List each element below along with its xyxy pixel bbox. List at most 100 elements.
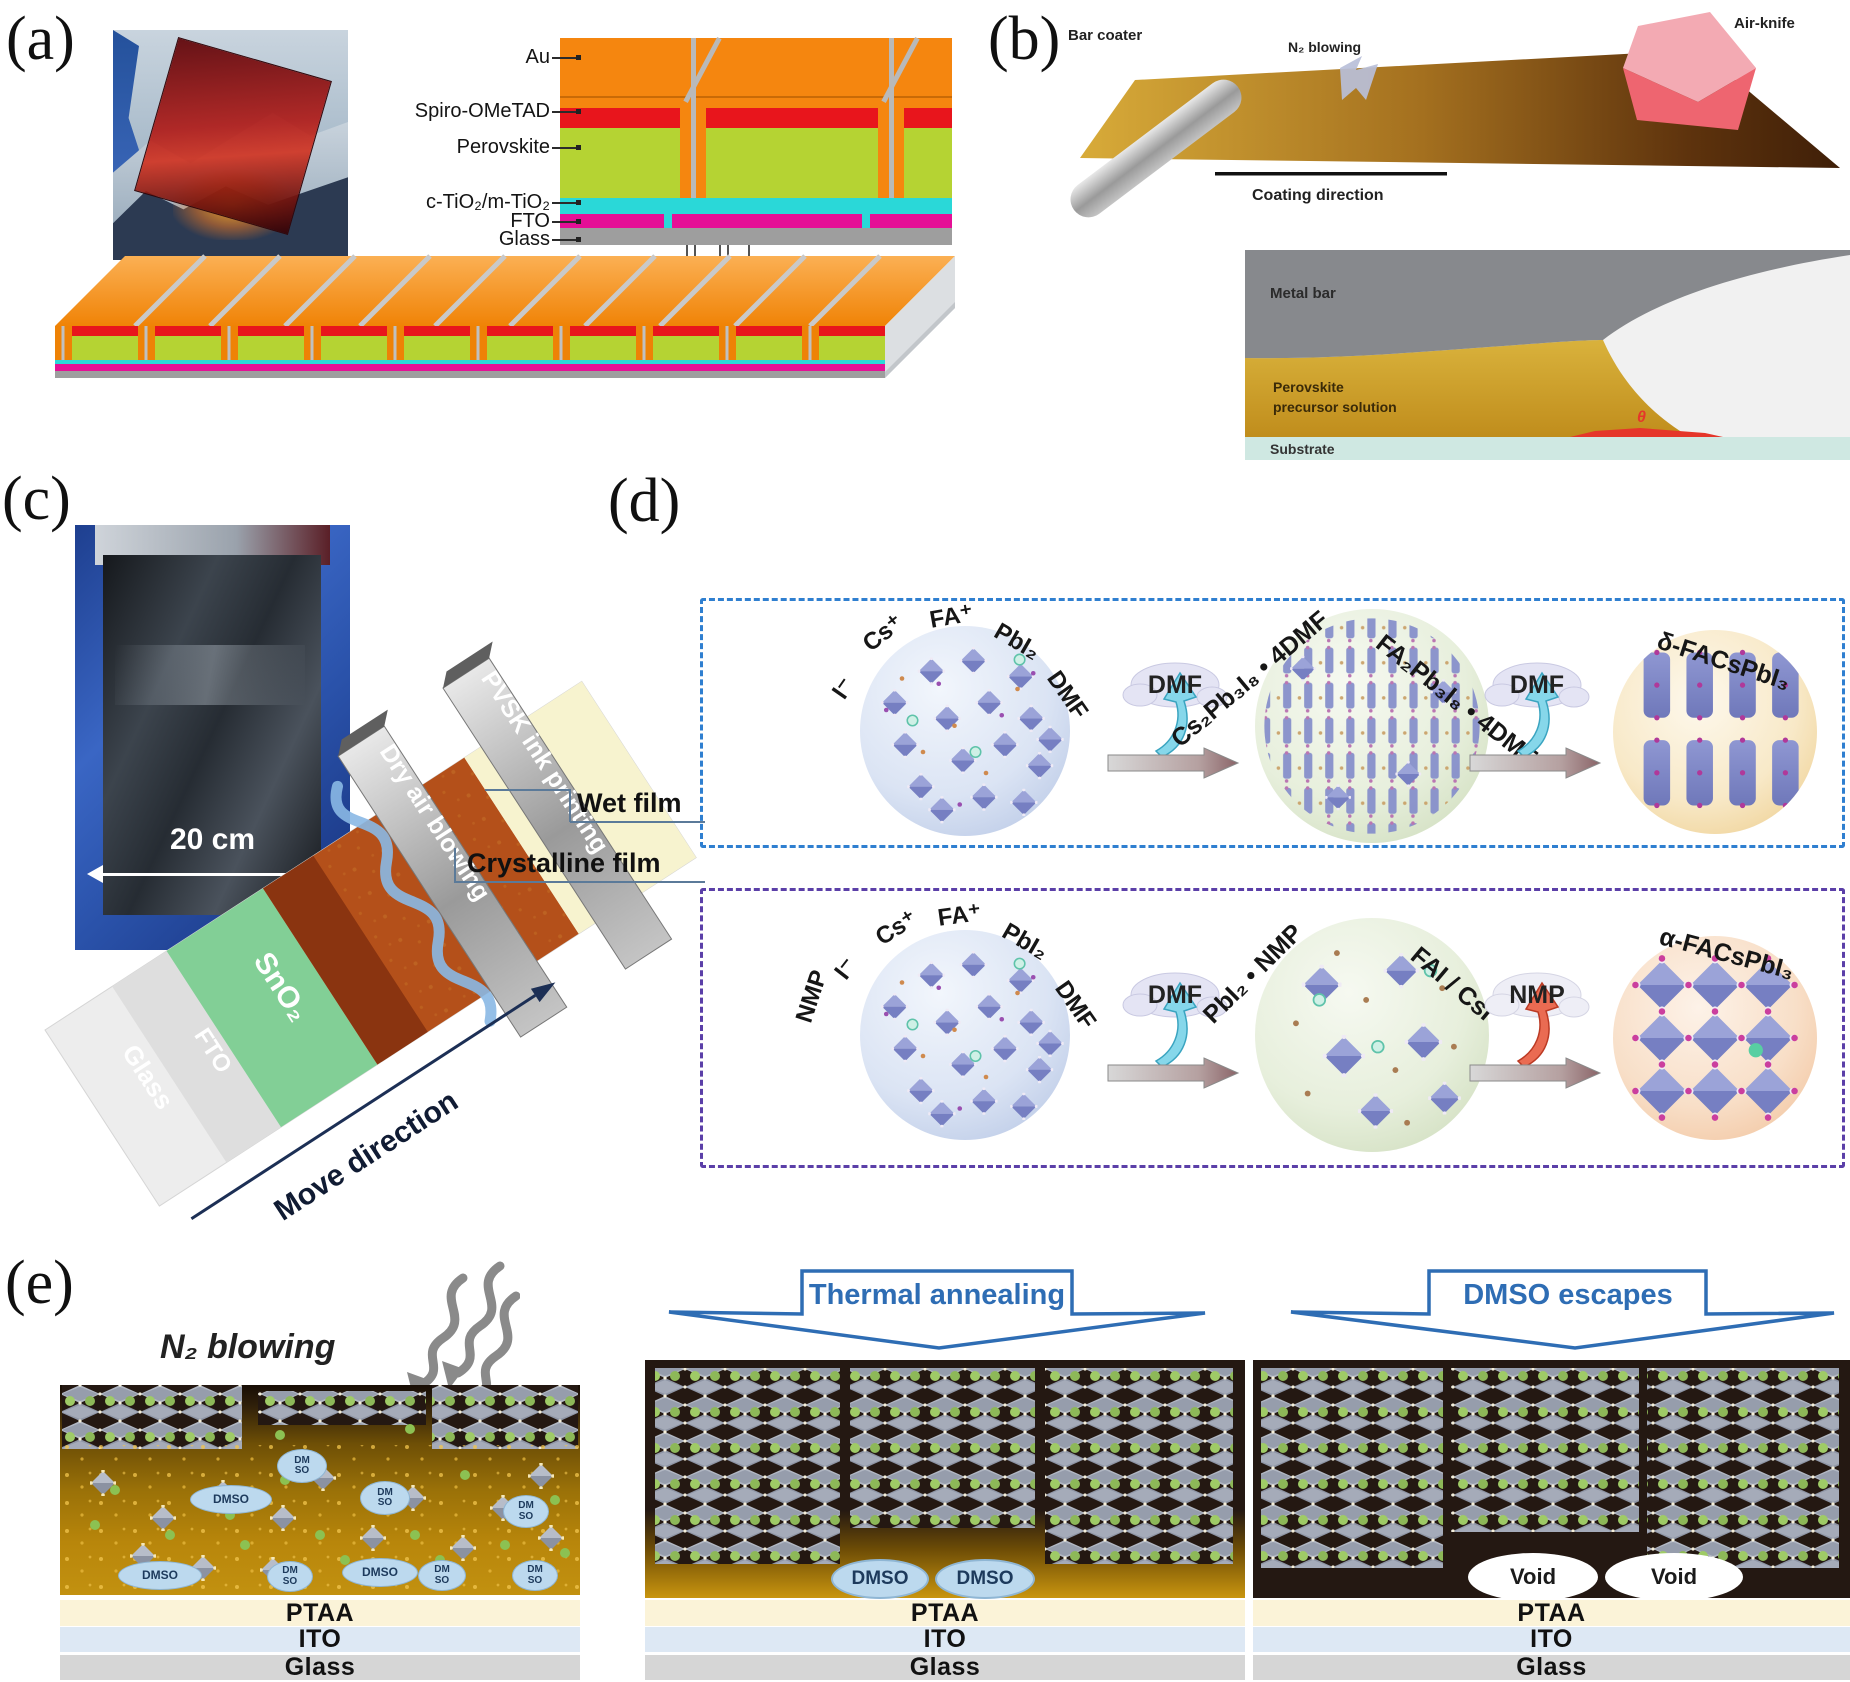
layer-glass — [560, 228, 952, 245]
panel-b: (b) Bar coater N₂ blowing Air-knife Coat… — [980, 0, 1850, 470]
ptaa-layer: PTAA — [645, 1599, 1245, 1627]
scale-bar-label: 20 cm — [169, 823, 256, 856]
panel-d: (d) I⁻ Cs⁺ FA⁺ PbI₂ DMF DMF Cs₂Pb₃I₈ • 4… — [600, 460, 1850, 1180]
thermal-annealing-banner: Thermal annealing — [668, 1269, 1206, 1350]
layer-au-line — [560, 96, 952, 98]
progress-arrow-icon — [1107, 1057, 1240, 1089]
label-fto: FTO — [510, 210, 550, 232]
route2-box — [700, 888, 1845, 1168]
release-arrow-icon — [1516, 981, 1560, 1068]
layer-fto — [560, 214, 952, 228]
route2-intermediate-sphere — [1255, 918, 1489, 1152]
route2-product-sphere — [1613, 936, 1817, 1140]
delta-phase-chains — [1643, 649, 1799, 809]
ptaa-layer: PTAA — [1253, 1599, 1850, 1627]
dmso-bubble-annealed: DMSO — [831, 1559, 929, 1599]
scale-bar-line — [97, 873, 327, 876]
stage1-body — [60, 1385, 580, 1595]
label-substrate: Substrate — [1270, 441, 1335, 457]
ptaa-layer: PTAA — [60, 1599, 580, 1627]
move-direction-arrowhead — [530, 982, 556, 1003]
label-au: Au — [525, 46, 550, 68]
panel-a: (a) Au Spiro-OMeTAD Perovskite c-TiO₂/m-… — [0, 0, 980, 455]
void-bubble: Void — [1605, 1553, 1743, 1601]
substrate-bar — [1245, 437, 1850, 460]
label-release1: DMF — [1148, 671, 1202, 699]
release-arrow-icon — [1154, 981, 1198, 1068]
dmso-bubble: DM SO — [503, 1495, 549, 1528]
dmso-bubble: DMSO — [118, 1561, 202, 1590]
release-arrow-icon — [1516, 671, 1560, 758]
route2-step1-arrow: DMF — [1107, 972, 1240, 1089]
stage2-body — [645, 1360, 1245, 1598]
progress-arrow-icon — [1469, 1057, 1602, 1089]
label-bar-coater: Bar coater — [1068, 27, 1142, 44]
label-coating-direction: Coating direction — [1252, 187, 1384, 204]
progress-arrow-icon — [1107, 747, 1240, 779]
scribe-line-1 — [691, 38, 696, 198]
label-n2-blowing: N₂ blowing — [1288, 39, 1361, 55]
scale-arrow-left — [87, 865, 103, 883]
layer-tio2 — [560, 198, 952, 214]
glass-layer: Glass — [645, 1653, 1245, 1681]
dmso-escapes-banner: DMSO escapes — [1290, 1269, 1835, 1350]
label-contact-angle: θ — [1637, 409, 1646, 426]
move-direction-line — [190, 994, 537, 1220]
void-bubble: Void — [1468, 1553, 1598, 1601]
dmso-bubble: DMSO — [342, 1558, 418, 1587]
route1-solution-sphere — [860, 626, 1070, 836]
dmso-bubble: DM SO — [277, 1449, 327, 1483]
label-glass: Glass — [498, 228, 550, 250]
label-tio2: c-TiO₂/m-TiO₂ — [425, 191, 550, 213]
n2-blowing-arrow-icon — [1340, 56, 1378, 100]
panel-c-tag: (c) — [2, 465, 71, 533]
panel-a-photo — [113, 30, 348, 260]
label-spiro: Spiro-OMeTAD — [414, 100, 550, 122]
route1-step1-arrow: DMF — [1107, 662, 1240, 779]
route1-intermediate-sphere — [1255, 609, 1489, 843]
panel-c-schematic: Dry air blowing PVSK ink printing Glass … — [44, 641, 705, 1227]
ito-layer: ITO — [645, 1625, 1245, 1653]
alpha-phase-lattice — [1632, 955, 1798, 1121]
route1-step2-arrow: DMF — [1469, 662, 1602, 779]
ito-layer: ITO — [1253, 1625, 1850, 1653]
dmso-bubble: DM SO — [267, 1561, 313, 1592]
stage-annealed: DMSO DMSO PTAA ITO Glass — [645, 1360, 1245, 1681]
stage-wet-film: DM SO DMSO DM SO DM SO DMSO DM SO DMSO D… — [60, 1385, 580, 1681]
metal-bar-shape — [1245, 250, 1850, 359]
species-fa2: FA⁺ — [936, 899, 983, 932]
release-arrow-icon — [1154, 671, 1198, 758]
dmso-bubble: DM SO — [360, 1481, 410, 1515]
route1-product-sphere — [1613, 630, 1817, 834]
label-release1-r2: DMF — [1148, 981, 1202, 1009]
glass-layer: Glass — [1253, 1653, 1850, 1681]
panel-d-tag: (d) — [608, 467, 681, 535]
dmso-bubble-annealed: DMSO — [935, 1559, 1035, 1599]
panel-e: (e) N₂ blowing — [0, 1240, 1850, 1681]
label-release2: DMF — [1510, 671, 1564, 699]
ito-layer: ITO — [60, 1625, 580, 1653]
label-precursor-2: precursor solution — [1273, 399, 1397, 415]
air-knife-top — [1623, 12, 1756, 102]
panel-b-tag: (b) — [988, 5, 1061, 73]
label-precursor-1: Perovskite — [1273, 379, 1344, 395]
panel-c: (c) 20 cm Dry air blowing — [0, 460, 705, 1240]
photo-c-film — [103, 555, 321, 915]
air-knife-front — [1623, 68, 1756, 130]
photo-c-reflection — [115, 645, 305, 705]
panel-b-meniscus: Metal bar Perovskite precursor solution … — [1245, 250, 1850, 460]
label-air-knife: Air-knife — [1734, 15, 1795, 32]
panel-a-module-3d — [55, 254, 955, 378]
route2-step2-arrow: NMP — [1469, 972, 1602, 1089]
label-crystalline-film: Crystalline film — [467, 848, 661, 878]
label-metal-bar: Metal bar — [1270, 285, 1336, 302]
dmso-bubble: DM SO — [512, 1560, 558, 1591]
coating-direction-line — [1215, 172, 1447, 176]
stage-voids: Void Void PTAA ITO Glass — [1253, 1360, 1850, 1681]
dmso-bubble: DMSO — [190, 1485, 272, 1514]
layer-spiro — [560, 108, 952, 128]
panel-a-tag: (a) — [6, 5, 75, 73]
panel-e-tag: (e) — [5, 1249, 74, 1317]
fto-notch-1 — [664, 214, 672, 228]
fa-cations — [90, 1424, 570, 1565]
